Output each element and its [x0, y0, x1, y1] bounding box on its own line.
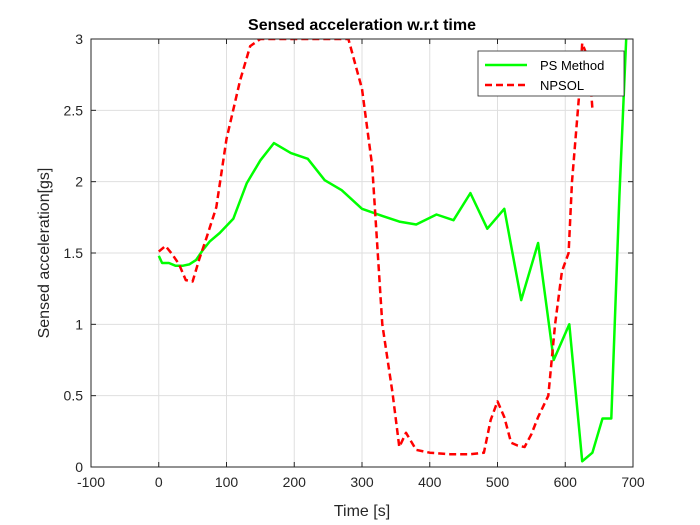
chart-title: Sensed acceleration w.r.t time — [248, 17, 476, 34]
y-tick-label: 2 — [75, 174, 83, 190]
x-tick-label: 0 — [155, 474, 163, 490]
x-tick-label: 200 — [283, 474, 307, 490]
series-line-ps-method — [157, 39, 628, 463]
x-tick-label: 100 — [215, 474, 239, 490]
y-tick-label: 1 — [75, 316, 83, 332]
x-tick-label: 700 — [621, 474, 645, 490]
x-tick-label: 500 — [486, 474, 510, 490]
legend-box — [477, 50, 625, 97]
x-tick-label: -100 — [77, 474, 105, 490]
x-tick-label: 600 — [554, 474, 578, 490]
legend-label-npsol: NPSOL — [540, 78, 584, 93]
x-tick-label: 400 — [418, 474, 442, 490]
x-tick-label: 300 — [350, 474, 374, 490]
y-tick-label: 3 — [75, 31, 83, 47]
series-group — [157, 39, 628, 463]
y-tick-label: 0 — [75, 459, 83, 475]
legend: PS Method NPSOL — [477, 50, 625, 97]
series-line-npsol — [157, 39, 594, 456]
y-tick-label: 2.5 — [64, 102, 84, 118]
legend-label-ps-method: PS Method — [540, 58, 604, 73]
x-axis-title: Time [s] — [334, 503, 390, 520]
y-axis-title: Sensed acceleration[gs] — [36, 168, 53, 339]
y-tick-label: 0.5 — [64, 388, 84, 404]
y-tick-label: 1.5 — [64, 245, 84, 261]
